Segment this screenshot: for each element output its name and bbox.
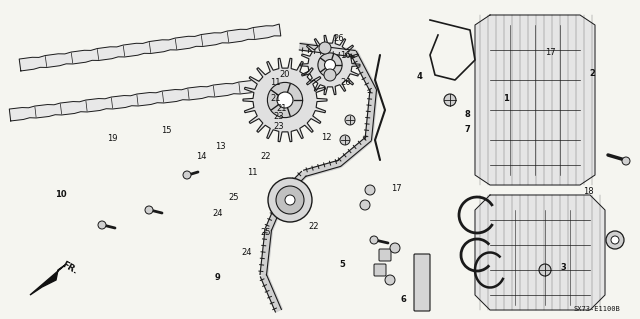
- Text: 24: 24: [212, 209, 223, 218]
- Text: 23: 23: [273, 112, 284, 121]
- FancyBboxPatch shape: [374, 264, 386, 276]
- Text: 16: 16: [340, 51, 351, 60]
- Text: 15: 15: [161, 126, 172, 135]
- Circle shape: [539, 264, 551, 276]
- Text: 19: 19: [107, 134, 117, 143]
- Circle shape: [277, 92, 293, 108]
- Polygon shape: [300, 42, 355, 57]
- Text: 8: 8: [465, 110, 470, 119]
- Circle shape: [385, 275, 395, 285]
- Text: 12: 12: [321, 133, 332, 142]
- Text: 17: 17: [392, 184, 402, 193]
- Text: 20: 20: [280, 70, 290, 79]
- Circle shape: [318, 53, 342, 77]
- Polygon shape: [365, 90, 378, 140]
- Polygon shape: [303, 160, 340, 177]
- Text: 11: 11: [248, 168, 258, 177]
- Polygon shape: [282, 172, 307, 197]
- Circle shape: [390, 243, 400, 253]
- Circle shape: [345, 115, 355, 125]
- Text: 22: 22: [308, 222, 319, 231]
- Text: 14: 14: [196, 152, 207, 161]
- Circle shape: [268, 178, 312, 222]
- Text: 11: 11: [270, 78, 280, 87]
- Text: 13: 13: [216, 142, 226, 151]
- Circle shape: [622, 157, 630, 165]
- Circle shape: [276, 186, 304, 214]
- Text: 7: 7: [465, 125, 470, 134]
- Text: 9: 9: [215, 273, 220, 282]
- Text: 26: 26: [334, 34, 344, 43]
- Text: 25: 25: [228, 193, 239, 202]
- Polygon shape: [10, 79, 266, 121]
- Circle shape: [360, 200, 370, 210]
- Text: 6: 6: [400, 295, 406, 304]
- Circle shape: [606, 231, 624, 249]
- Circle shape: [444, 94, 456, 106]
- Polygon shape: [30, 265, 65, 295]
- Polygon shape: [351, 51, 377, 92]
- Circle shape: [319, 42, 331, 54]
- Text: 1: 1: [502, 94, 509, 103]
- FancyBboxPatch shape: [379, 249, 391, 261]
- Text: 2: 2: [589, 69, 595, 78]
- Text: 21: 21: [276, 104, 287, 113]
- Circle shape: [370, 236, 378, 244]
- Text: FR.: FR.: [60, 260, 79, 276]
- Text: 23: 23: [273, 122, 284, 130]
- Circle shape: [285, 195, 295, 205]
- Circle shape: [324, 60, 335, 70]
- Circle shape: [98, 221, 106, 229]
- Polygon shape: [266, 193, 287, 231]
- Circle shape: [183, 171, 191, 179]
- Circle shape: [365, 185, 375, 195]
- Circle shape: [611, 236, 619, 244]
- Polygon shape: [260, 274, 282, 312]
- Text: 10: 10: [55, 190, 67, 199]
- Polygon shape: [475, 195, 605, 310]
- Circle shape: [268, 82, 303, 118]
- Circle shape: [340, 135, 350, 145]
- Text: 4: 4: [416, 72, 422, 81]
- Circle shape: [145, 206, 153, 214]
- Text: 22: 22: [260, 152, 271, 161]
- Text: 18: 18: [584, 187, 594, 196]
- FancyBboxPatch shape: [414, 254, 430, 311]
- Text: 26: 26: [340, 78, 351, 87]
- Text: 17: 17: [545, 48, 556, 57]
- Polygon shape: [19, 24, 281, 71]
- Polygon shape: [300, 35, 360, 95]
- Text: SX73-E1100B: SX73-E1100B: [573, 306, 620, 312]
- Text: 5: 5: [339, 260, 346, 269]
- Text: 25: 25: [260, 228, 271, 237]
- Circle shape: [324, 69, 336, 81]
- Text: 3: 3: [561, 263, 566, 272]
- Text: 21: 21: [270, 94, 280, 103]
- Polygon shape: [475, 15, 595, 185]
- Polygon shape: [243, 58, 327, 142]
- Text: 24: 24: [241, 248, 252, 256]
- Polygon shape: [337, 136, 372, 167]
- Polygon shape: [260, 229, 273, 275]
